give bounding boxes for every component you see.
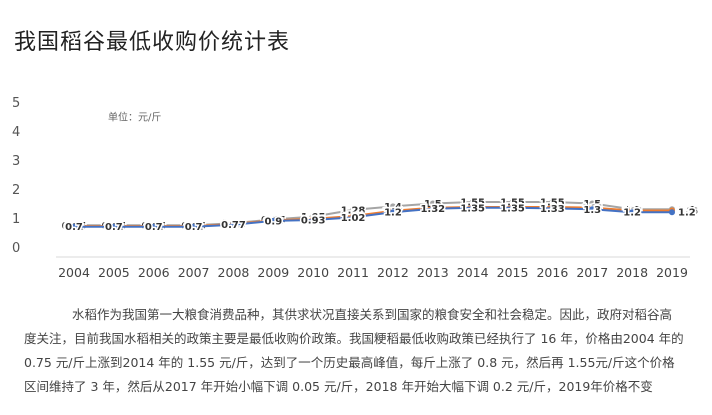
data-point [469, 199, 476, 206]
data-point [589, 206, 596, 213]
x-tick-label: 2007 [178, 265, 210, 280]
data-label: 0.9 [264, 216, 282, 227]
data-point [549, 205, 556, 212]
data-label: 1.2 [384, 208, 402, 219]
data-point [629, 209, 636, 216]
data-point [389, 203, 396, 210]
data-label: 1.35 [460, 203, 485, 214]
data-label: 1.2 [623, 208, 641, 219]
data-point [429, 205, 436, 212]
data-label: 1.02 [341, 213, 366, 224]
y-tick-label: 5 [12, 96, 20, 111]
data-point [150, 223, 157, 230]
x-tick-label: 2006 [138, 265, 170, 280]
data-point [469, 204, 476, 211]
data-label: 1.35 [500, 203, 525, 214]
data-label: 0.7 [105, 222, 123, 233]
data-point [669, 209, 675, 216]
chart-description: 水稻作为我国第一大粮食消费品种，其供求状况直接关系到国家的粮食安全和社会稳定。因… [24, 306, 684, 394]
data-label: 1.32 [420, 204, 445, 215]
data-label: 0.77 [221, 220, 246, 231]
data-label: 1.2 [678, 208, 696, 219]
x-tick-label: 2016 [536, 265, 568, 280]
data-point [350, 206, 357, 213]
data-label: 0.93 [301, 216, 326, 227]
y-tick-label: 0 [12, 241, 20, 256]
data-label: 1.26 [678, 207, 698, 217]
x-tick-label: 2004 [58, 265, 90, 280]
x-tick-label: 2018 [616, 265, 648, 280]
y-tick-label: 3 [12, 154, 20, 169]
x-tick-label: 2010 [297, 265, 329, 280]
x-tick-label: 2005 [98, 265, 130, 280]
x-tick-label: 2015 [497, 265, 529, 280]
data-point [71, 223, 77, 230]
data-label: 0.7 [185, 222, 203, 233]
data-point [429, 200, 436, 207]
x-tick-label: 2014 [457, 265, 489, 280]
data-point [389, 209, 396, 216]
data-label: 0.7 [145, 222, 163, 233]
data-point [190, 223, 197, 230]
y-tick-label: 4 [12, 125, 20, 140]
data-point [509, 199, 516, 206]
y-tick-label: 2 [12, 183, 20, 198]
data-point [110, 223, 117, 230]
data-point [509, 204, 516, 211]
x-tick-label: 2009 [257, 265, 289, 280]
x-tick-label: 2013 [417, 265, 449, 280]
unit-label: 单位：元/斤 [108, 111, 161, 124]
x-tick-label: 2012 [377, 265, 409, 280]
rice-price-line-chart: 0 1 2 3 4 5 2004 2005 2006 2007 2008 2009 2010 2011 20… [12, 96, 700, 280]
x-tick-label: 2019 [656, 265, 688, 280]
data-point [230, 221, 237, 228]
x-tick-label: 2011 [337, 265, 369, 280]
data-point [350, 214, 357, 221]
series-line-2 [74, 206, 672, 228]
page-title: 我国稻谷最低收购价统计表 [14, 30, 291, 55]
data-label: 1.3 [678, 205, 696, 216]
y-tick-label: 1 [12, 212, 20, 227]
data-label: 0.7 [65, 222, 83, 233]
data-point [549, 199, 556, 206]
data-point [310, 217, 317, 224]
data-label: 1.33 [540, 204, 565, 215]
x-tick-label: 2017 [576, 265, 608, 280]
data-point [270, 217, 277, 224]
data-label: 1.3 [583, 205, 601, 216]
x-tick-label: 2008 [218, 265, 250, 280]
